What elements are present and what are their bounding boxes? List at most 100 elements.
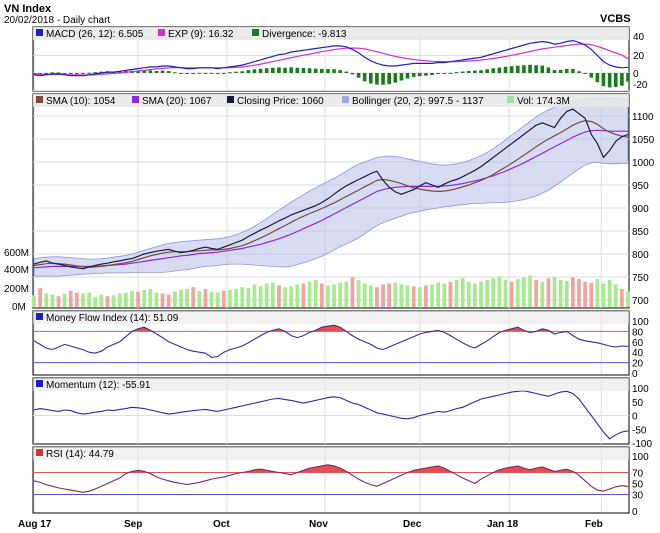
divergence-bar <box>99 71 104 73</box>
volume-bar <box>209 291 214 307</box>
divergence-bar <box>283 67 287 73</box>
volume-bar <box>454 280 459 307</box>
volume-bar <box>172 291 177 307</box>
volume-bars <box>32 275 630 307</box>
price-panel: SMA (10): 1054 SMA (20): 1067 Closing Pr… <box>4 93 655 313</box>
sma20-line <box>33 129 628 269</box>
vol-tick-600m: 600M <box>4 248 29 259</box>
divergence-bar <box>522 65 526 73</box>
divergence-bar <box>338 70 343 73</box>
divergence-bar <box>277 67 281 73</box>
volume-bar <box>540 281 545 307</box>
mfi-tick: 20 <box>632 359 644 370</box>
price-legend-sma10: SMA (10): 1054 <box>46 96 116 107</box>
volume-bar <box>571 277 575 307</box>
divergence-bar <box>595 73 600 83</box>
volume-bar <box>405 285 410 307</box>
divergence-bar <box>571 68 575 73</box>
macd-tick-40: 40 <box>633 32 645 43</box>
volume-bar <box>436 282 441 307</box>
volume-bar <box>277 285 281 307</box>
volume-bar <box>387 283 392 307</box>
rsi-legend-bg <box>33 447 629 460</box>
divergence-bar <box>564 68 569 73</box>
volume-bar <box>105 296 110 307</box>
x-axis: Aug 17 Sep Oct Nov Dec Jan 18 Feb <box>18 519 603 530</box>
price-legend-close: Closing Price: 1060 <box>237 96 324 107</box>
divergence-bar <box>454 72 459 74</box>
volume-bar <box>577 279 581 307</box>
divergence-bar <box>601 73 606 87</box>
divergence-bar <box>62 73 67 74</box>
volume-bar <box>399 284 404 307</box>
mfi-legend-label: Money Flow Index (14): 51.09 <box>46 313 179 324</box>
divergence-bar <box>540 65 545 73</box>
volume-bar <box>68 290 73 307</box>
divergence-bar <box>356 73 361 78</box>
x-label-feb: Feb <box>585 519 603 530</box>
price-tick: 1050 <box>632 135 655 146</box>
divergence-bar <box>589 73 594 78</box>
volume-bar <box>326 285 330 307</box>
price-legend-volume: Vol: 174.3M <box>517 96 570 107</box>
mfi-panel: Money Flow Index (14): 51.09 10080604020… <box>32 310 649 380</box>
mfi-tick: 60 <box>632 338 644 349</box>
volume-bar <box>607 280 612 307</box>
volume-bar <box>424 285 428 307</box>
macd-legend-bg <box>33 27 629 40</box>
divergence-bar <box>448 72 453 74</box>
volume-bar <box>313 280 318 307</box>
volume-bar <box>528 275 532 307</box>
price-legend-sma20: SMA (20): 1067 <box>142 96 212 107</box>
divergence-bar <box>473 70 477 73</box>
divergence-bar <box>620 73 624 86</box>
divergence-bar <box>528 64 532 73</box>
mom-tick: -100 <box>632 439 652 450</box>
mfi-tick: 0 <box>632 369 638 380</box>
divergence-bar <box>332 69 336 73</box>
divergence-bar <box>503 66 508 73</box>
price-legend-bollinger: Bollinger (20, 2): 997.5 - 1137 <box>352 96 484 107</box>
volume-bar <box>258 286 263 307</box>
volume-bar <box>154 292 159 307</box>
volume-bar <box>552 277 557 307</box>
price-tick: 800 <box>632 250 649 261</box>
volume-bar <box>160 293 165 307</box>
x-label-jan18: Jan 18 <box>487 519 519 530</box>
rsi-legend: RSI (14): 44.79 <box>33 447 629 460</box>
divergence-bar <box>75 73 79 74</box>
x-label-sep: Sep <box>124 519 142 530</box>
sma10-legend-swatch <box>36 96 43 103</box>
divergence-bar <box>203 72 208 74</box>
price-tick: 900 <box>632 204 649 215</box>
divergence-bar <box>228 72 232 74</box>
volume-bar <box>283 287 287 307</box>
volume-bar <box>564 280 569 307</box>
momentum-legend: Momentum (12): -55.91 <box>33 378 629 391</box>
divergence-bar <box>295 67 300 73</box>
volume-bar <box>442 283 447 307</box>
momentum-legend-label: Momentum (12): -55.91 <box>46 380 151 391</box>
divergence-bar <box>117 71 122 73</box>
volume-bar <box>350 277 355 307</box>
mom-tick: 0 <box>632 412 638 423</box>
divergence-bar <box>362 73 367 82</box>
volume-bar <box>448 281 453 307</box>
divergence-bar <box>68 73 73 74</box>
divergence-bar <box>56 72 61 74</box>
volume-bar <box>203 289 208 307</box>
volume-bar <box>338 282 343 307</box>
volume-bar <box>81 293 85 307</box>
volume-bar <box>148 289 153 307</box>
volume-bar <box>307 281 312 307</box>
volume-bar <box>179 289 183 307</box>
divergence-bar <box>166 71 171 73</box>
volume-bar <box>32 295 36 307</box>
volume-bar <box>491 278 496 307</box>
divergence-bar <box>179 73 183 74</box>
divergence-bar <box>460 71 465 73</box>
volume-bar <box>546 278 551 307</box>
divergence-bar <box>234 71 238 73</box>
vol-tick-400m: 400M <box>4 265 29 276</box>
